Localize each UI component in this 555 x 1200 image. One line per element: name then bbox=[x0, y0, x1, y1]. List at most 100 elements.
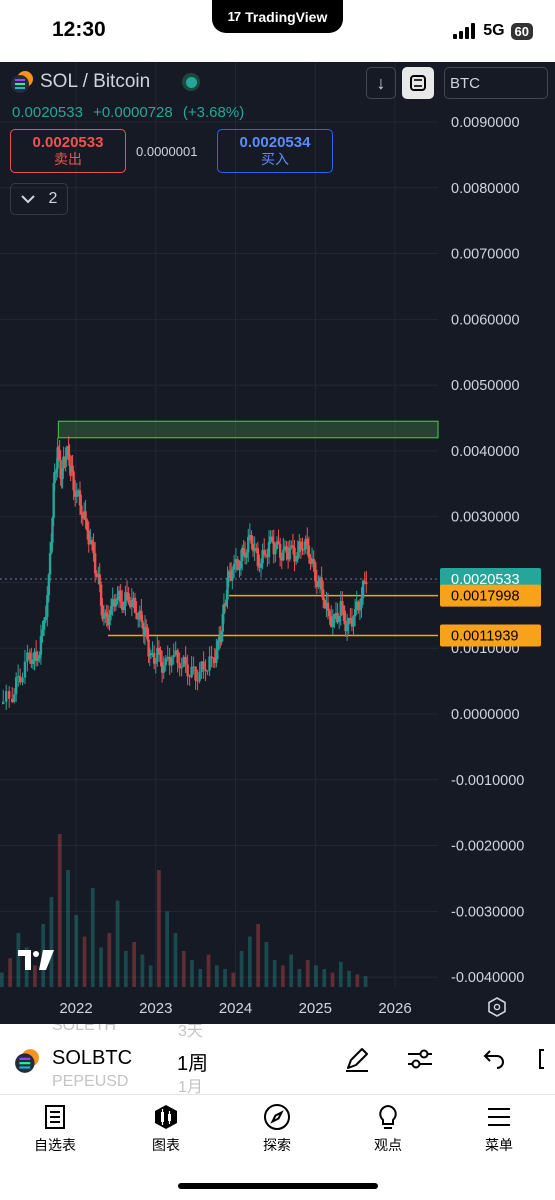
signal-icon bbox=[453, 23, 476, 39]
buy-button[interactable]: 0.0020534 买入 bbox=[217, 129, 333, 173]
candle-body bbox=[166, 656, 169, 659]
candle-body bbox=[170, 657, 173, 666]
battery-icon: 60 bbox=[510, 22, 533, 40]
volume-bar bbox=[297, 969, 302, 987]
candle-body bbox=[239, 560, 243, 569]
price-chart[interactable]: 0.0090000 0.0080000 0.0070000 0.0060000 0.00… bbox=[0, 62, 555, 1024]
candle-body bbox=[105, 612, 108, 617]
candle-body bbox=[55, 468, 58, 473]
candle-body bbox=[109, 605, 113, 615]
axis-settings-icon[interactable] bbox=[488, 997, 506, 1017]
y-axis-tick-label: -0.0020000 bbox=[451, 839, 524, 855]
volume-bar bbox=[173, 933, 178, 987]
candle-body bbox=[5, 691, 8, 702]
market-open-indicator bbox=[182, 73, 201, 91]
candle-body bbox=[152, 653, 156, 664]
adjacent-symbol-below[interactable]: PEPEUSD bbox=[52, 1073, 129, 1090]
y-axis-tick-label: -0.0030000 bbox=[451, 904, 524, 920]
symbol-header: SOL / Bitcoin bbox=[10, 70, 201, 94]
candle-body bbox=[210, 656, 213, 658]
indicators-toggle-button[interactable]: 2 bbox=[10, 183, 68, 215]
candle-body bbox=[264, 554, 268, 556]
adjacent-interval-above[interactable]: 3天 bbox=[178, 1024, 203, 1040]
tab-chart[interactable]: 图表 bbox=[121, 1103, 211, 1155]
volume-bar bbox=[157, 870, 161, 987]
candle-body bbox=[80, 505, 83, 515]
candle-body bbox=[108, 614, 111, 626]
download-button[interactable]: ↓ bbox=[366, 67, 396, 99]
tab-ideas-label: 观点 bbox=[374, 1137, 402, 1153]
candle-body bbox=[231, 569, 234, 581]
candle-body bbox=[159, 649, 162, 663]
candle-body bbox=[349, 618, 352, 620]
candle-body bbox=[146, 629, 149, 640]
candle-body bbox=[208, 656, 211, 671]
candle-body bbox=[278, 544, 282, 558]
candle-body bbox=[101, 605, 104, 619]
chart-layout-button[interactable] bbox=[402, 67, 434, 99]
volume-bar bbox=[140, 954, 145, 987]
volume-bar bbox=[90, 888, 95, 987]
volume-bar bbox=[16, 933, 21, 987]
buy-label: 买入 bbox=[261, 151, 289, 167]
tab-ideas[interactable]: 观点 bbox=[343, 1103, 433, 1155]
y-axis-tick-label: -0.0010000 bbox=[451, 773, 524, 789]
bottom-tab-bar: 自选表 图表 探索 观点 菜单 bbox=[0, 1094, 555, 1200]
last-price: 0.0020533 bbox=[12, 104, 83, 121]
currency-select[interactable]: BTC bbox=[444, 67, 548, 99]
candle-body bbox=[248, 535, 252, 537]
symbol-selector[interactable]: SOLBTC bbox=[52, 1047, 133, 1069]
candle-body bbox=[33, 651, 36, 661]
candle-body bbox=[216, 640, 220, 650]
candle-body bbox=[176, 650, 179, 664]
candle-body bbox=[312, 559, 315, 563]
candle-body bbox=[266, 555, 269, 558]
candle-body bbox=[72, 471, 75, 491]
candle-body bbox=[81, 514, 84, 519]
chart-settings-icon[interactable] bbox=[405, 1044, 435, 1074]
tab-watchlist[interactable]: 自选表 bbox=[10, 1103, 100, 1155]
interval-selector[interactable]: 1周 bbox=[177, 1053, 209, 1075]
undo-icon[interactable] bbox=[478, 1044, 508, 1074]
sell-button[interactable]: 0.0020533 卖出 bbox=[10, 129, 126, 173]
fullscreen-icon[interactable] bbox=[534, 1044, 555, 1074]
candle-body bbox=[342, 605, 346, 621]
candle-body bbox=[31, 660, 35, 664]
adjacent-interval-below[interactable]: 1月 bbox=[178, 1079, 203, 1094]
candle-body bbox=[188, 676, 191, 678]
candle-body bbox=[232, 563, 236, 570]
candle-body bbox=[53, 472, 56, 484]
candle-body bbox=[202, 661, 205, 670]
candle-body bbox=[23, 661, 27, 678]
candle-body bbox=[256, 548, 260, 567]
candle-body bbox=[78, 490, 82, 506]
candle-body bbox=[154, 661, 157, 664]
candle-body bbox=[21, 677, 24, 683]
price-change-line: 0.0020533 +0.0000728 (+3.68%) bbox=[12, 104, 250, 121]
tab-menu[interactable]: 菜单 bbox=[454, 1103, 544, 1155]
candle-body bbox=[130, 599, 134, 608]
candle-body bbox=[250, 535, 253, 544]
menu-icon bbox=[488, 1108, 510, 1126]
volume-bar bbox=[33, 965, 37, 987]
arrow-down-icon: ↓ bbox=[376, 72, 386, 93]
symbol-title[interactable]: SOL / Bitcoin bbox=[40, 71, 151, 92]
volume-bar bbox=[198, 969, 203, 987]
candle-body bbox=[296, 552, 299, 560]
candle-body bbox=[104, 612, 107, 617]
candle-body bbox=[62, 456, 65, 469]
candle-body bbox=[84, 511, 87, 520]
candle-body bbox=[328, 610, 331, 617]
chart-area[interactable]: 0.0090000 0.0080000 0.0070000 0.0060000 0.00… bbox=[0, 62, 555, 1024]
candle-body bbox=[44, 616, 47, 621]
y-axis-tick-label: 0.0050000 bbox=[451, 378, 520, 394]
candle-body bbox=[301, 549, 304, 551]
price-tag-label: 0.0017998 bbox=[451, 589, 520, 605]
candle-body bbox=[204, 669, 207, 672]
candle-body bbox=[269, 536, 272, 543]
drawing-tools-icon[interactable] bbox=[342, 1044, 372, 1074]
candle-body bbox=[270, 536, 274, 542]
adjacent-symbol-above[interactable]: SOLETH bbox=[52, 1024, 117, 1034]
tab-explore[interactable]: 探索 bbox=[232, 1103, 322, 1155]
candle-body bbox=[190, 666, 193, 678]
